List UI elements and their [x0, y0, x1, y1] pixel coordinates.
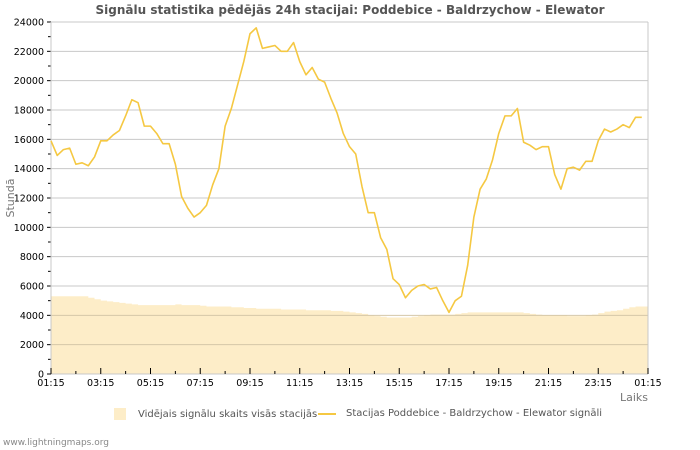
x-tick-label: 05:15	[137, 378, 164, 389]
legend-label-average: Vidējais signālu skaits visās stacijās	[138, 408, 318, 420]
x-tick-label: 11:15	[286, 378, 313, 389]
legend-label-station: Stacijas Poddebice - Baldrzychow - Elewa…	[346, 408, 603, 419]
y-tick-label: 24000	[14, 18, 44, 29]
chart-title: Signālu statistika pēdējās 24h stacijai:…	[95, 3, 605, 17]
x-tick-label: 01:15	[37, 378, 64, 389]
y-tick-label: 4000	[20, 311, 44, 322]
x-tick-label: 07:15	[187, 378, 214, 389]
station-signal-line	[50, 27, 642, 314]
legend-item-station: Stacijas Poddebice - Baldrzychow - Elewa…	[318, 408, 602, 419]
x-tick-label: 01:15	[634, 378, 661, 389]
x-tick-label: 23:15	[585, 378, 612, 389]
x-tick-label: 03:15	[87, 378, 114, 389]
legend-item-average: Vidējais signālu skaits visās stacijās	[114, 408, 317, 420]
area-swatch-icon	[114, 408, 126, 420]
line-swatch-icon	[318, 412, 336, 415]
y-tick-label: 6000	[20, 282, 44, 293]
x-tick-label: 09:15	[236, 378, 263, 389]
x-tick-label: 21:15	[535, 378, 562, 389]
x-axis-label: Laiks	[620, 391, 648, 404]
y-tick-label: 18000	[14, 106, 44, 117]
y-tick-label: 20000	[14, 76, 44, 87]
x-tick-label: 15:15	[386, 378, 413, 389]
y-tick-label: 0	[38, 370, 44, 381]
y-tick-label: 22000	[14, 47, 44, 58]
y-tick-label: 2000	[20, 340, 44, 351]
site-credit: www.lightningmaps.org	[3, 438, 109, 448]
y-tick-label: 12000	[14, 194, 44, 205]
y-tick-label: 14000	[14, 164, 44, 175]
y-axis-label: Stundā	[4, 179, 17, 218]
y-tick-label: 16000	[14, 135, 44, 146]
x-tick-label: 19:15	[485, 378, 512, 389]
average-area	[51, 296, 648, 374]
x-tick-label: 17:15	[435, 378, 462, 389]
x-tick-label: 13:15	[336, 378, 363, 389]
y-tick-label: 8000	[20, 252, 44, 263]
y-tick-label: 10000	[14, 223, 44, 234]
